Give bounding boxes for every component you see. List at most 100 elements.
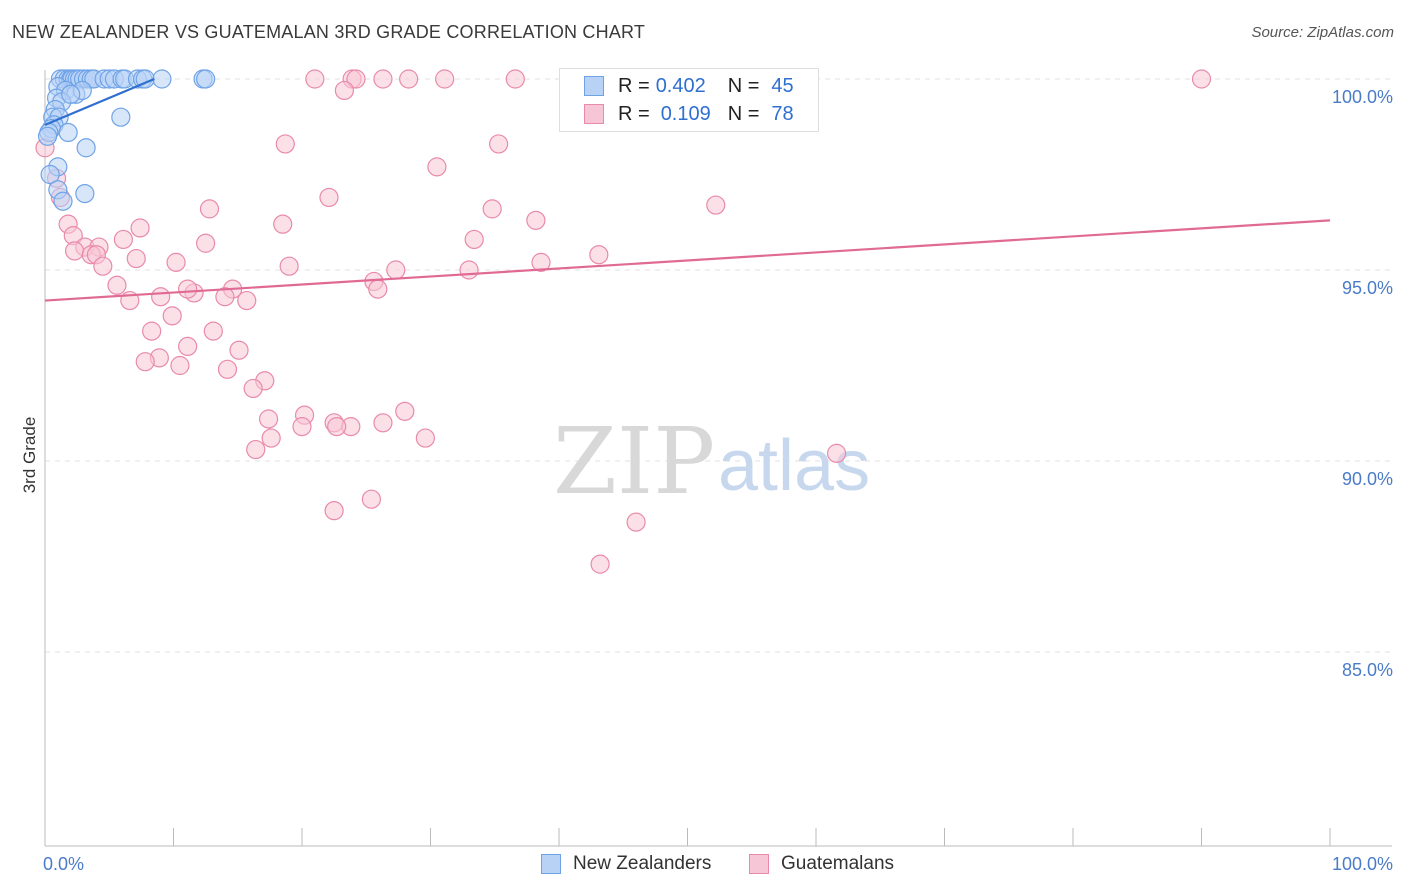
guatemalans-point-47[interactable] [368,279,388,299]
guatemalans-point-43[interactable] [107,275,127,295]
x-tick-labels: 0.0% 100.0% [43,854,1393,874]
bottom-legend-swatch-blue [541,854,561,874]
guatemalans-point-56[interactable] [229,340,249,360]
guatemalans-point-78[interactable] [590,554,610,574]
bottom-legend-new-zealanders[interactable]: New Zealanders [541,851,711,877]
y-tick-labels: 100.0% 95.0% 90.0% 85.0% [1332,87,1393,680]
guatemalans-point-72[interactable] [415,428,435,448]
guatemalans-point-37[interactable] [531,252,551,272]
guatemalans-point-21[interactable] [706,195,726,215]
guatemalans-point-45[interactable] [178,279,198,299]
axes [44,70,1392,847]
guatemalans-point-17[interactable] [319,187,339,208]
new-zealanders-point-42[interactable] [75,184,95,204]
guatemalans-point-55[interactable] [178,336,198,356]
guatemalans-point-23[interactable] [273,214,293,234]
guatemalans-point-67[interactable] [373,413,393,433]
y-tick-label-2: 90.0% [1342,469,1393,489]
guatemalans-point-77[interactable] [626,512,646,532]
guatemalans-trend-line [44,219,1331,302]
legend-swatch-pink [584,104,604,124]
gridlines [45,78,1392,653]
source-credit: Source: ZipAtlas.com [1251,24,1394,41]
legend-r-value: 0.402 [655,74,706,97]
legend-r-label: R = [618,102,650,125]
guatemalans-point-60[interactable] [217,359,238,379]
guatemalans-point-36[interactable] [166,252,186,272]
new-zealanders-point-43[interactable] [53,191,73,211]
new-zealanders-point-44[interactable] [61,84,81,104]
legend-swatch-blue [584,76,604,96]
guatemalans-points [35,69,1212,574]
guatemalans-point-35[interactable] [589,245,609,265]
guatemalans-point-27[interactable] [196,233,216,253]
new-zealanders-point-37[interactable] [111,107,131,127]
guatemalans-point-2[interactable] [346,69,366,89]
guatemalans-point-50[interactable] [237,290,257,311]
guatemalans-point-63[interactable] [258,409,279,429]
guatemalans-point-59[interactable] [170,355,190,376]
guatemalans-point-5[interactable] [435,69,455,89]
guatemalans-point-31[interactable] [64,241,85,261]
new-zealanders-point-20[interactable] [152,69,172,89]
legend-n-value: 78 [771,102,794,125]
guatemalans-point-74[interactable] [826,443,847,463]
guatemalans-point-41[interactable] [459,260,479,280]
guatemalans-point-49[interactable] [151,287,171,307]
new-zealanders-point-40[interactable] [40,164,60,185]
guatemalans-point-28[interactable] [464,229,484,250]
guatemalans-point-76[interactable] [324,501,344,521]
guatemalans-point-69[interactable] [292,417,312,437]
guatemalans-point-70[interactable] [327,417,347,437]
bottom-legend-label-new-zealanders: New Zealanders [573,853,712,874]
new-zealanders-point-35[interactable] [37,126,58,146]
guatemalans-point-52[interactable] [162,306,182,326]
new-zealanders-point-38[interactable] [76,138,96,158]
guatemalans-point-54[interactable] [203,321,223,341]
guatemalans-point-0[interactable] [305,69,325,89]
guatemalans-point-3[interactable] [373,69,393,89]
guatemalans-point-12[interactable] [275,134,295,154]
watermark-atlas: atlas [718,426,870,506]
guatemalans-point-9[interactable] [1191,69,1212,89]
guatemalans-point-20[interactable] [526,210,546,230]
bottom-legend-swatch-pink [749,854,769,874]
watermark: ZIP atlas [553,408,870,515]
guatemalans-point-4[interactable] [399,69,419,89]
new-zealanders-point-22[interactable] [196,69,216,89]
guatemalans-point-6[interactable] [505,69,525,89]
guatemalans-point-40[interactable] [386,260,406,280]
new-zealanders-points [37,69,216,211]
guatemalans-point-11[interactable] [334,80,355,101]
new-zealanders-point-36[interactable] [58,122,78,143]
stats-legend: R = 0.402 N = 45 R = 0.109 N = 78 [559,68,819,132]
guatemalans-point-38[interactable] [279,256,299,276]
y-tick-label-0: 100.0% [1332,87,1393,107]
guatemalans-point-39[interactable] [93,256,113,276]
watermark-zip: ZIP [553,408,715,515]
chart-title: NEW ZEALANDER VS GUATEMALAN 3RD GRADE CO… [12,22,646,42]
guatemalans-point-58[interactable] [135,352,155,372]
guatemalans-point-68[interactable] [395,401,415,421]
guatemalans-point-71[interactable] [261,428,281,448]
bottom-legend-guatemalans[interactable]: Guatemalans [749,851,894,877]
guatemalans-point-24[interactable] [130,218,150,238]
legend-r-value: 0.109 [660,102,711,125]
guatemalans-point-53[interactable] [142,321,162,341]
guatemalans-point-75[interactable] [361,489,381,509]
guatemalans-point-51[interactable] [215,287,235,307]
legend-row-new-zealanders: R = 0.402 N = 45 [584,72,794,100]
legend-n-value: 45 [771,74,794,97]
legend-n-label: N = [727,102,760,125]
guatemalans-point-34[interactable] [126,248,146,269]
guatemalans-point-26[interactable] [113,229,133,250]
bottom-legend-label-guatemalans: Guatemalans [781,853,895,874]
guatemalans-point-14[interactable] [427,157,447,177]
guatemalans-point-13[interactable] [489,134,509,154]
guatemalans-point-19[interactable] [482,199,502,219]
guatemalans-point-62[interactable] [243,378,263,399]
guatemalans-point-18[interactable] [199,199,220,219]
legend-n-label: N = [727,74,760,97]
y-tick-label-1: 95.0% [1342,278,1393,298]
guatemalans-point-73[interactable] [246,439,266,460]
